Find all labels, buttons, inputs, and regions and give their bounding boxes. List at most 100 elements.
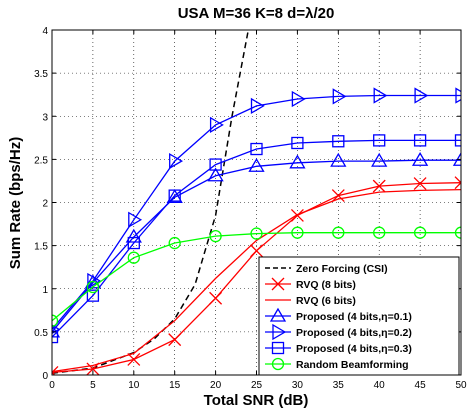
triangle-up-marker — [330, 152, 347, 167]
square-marker — [209, 158, 222, 171]
circle-marker — [454, 226, 461, 239]
square-marker — [373, 134, 386, 147]
circle-marker — [271, 357, 285, 371]
x-marker — [250, 244, 263, 258]
x-tick-label: 15 — [169, 380, 181, 391]
x-tick-label: 0 — [49, 380, 55, 391]
x-marker — [331, 189, 345, 203]
triangle-up-marker — [207, 167, 224, 182]
x-tick-label: 30 — [292, 380, 304, 391]
x-marker — [52, 365, 59, 375]
y-tick-label: 1.5 — [34, 242, 48, 253]
circle-marker — [413, 226, 427, 239]
y-tick-label: 0 — [42, 371, 48, 382]
square-marker — [332, 135, 345, 148]
x-marker — [127, 353, 141, 366]
series-line — [52, 232, 461, 322]
x-tick-label: 35 — [333, 380, 345, 391]
x-tick-label: 50 — [455, 380, 467, 391]
y-tick-label: 2 — [42, 199, 48, 210]
x-tick-label: 40 — [374, 380, 386, 391]
circle-marker — [168, 236, 181, 250]
y-tick-label: 0.5 — [34, 328, 48, 339]
x-marker — [209, 291, 223, 305]
legend: Zero Forcing (CSI) RVQ (8 bits) RVQ (6 bit… — [258, 256, 460, 376]
triangle-up-marker — [411, 151, 429, 166]
x-tick-label: 20 — [210, 380, 222, 391]
triangle-up-marker — [371, 152, 388, 167]
legend-entry-label: Proposed (4 bits,η=0.1) — [296, 311, 412, 323]
circle-marker — [373, 226, 386, 239]
y-tick-label: 4 — [42, 26, 48, 37]
triangle-up-marker — [125, 228, 142, 243]
chart-title: USA M=36 K=8 d=λ/20 — [178, 5, 335, 22]
series-layer — [52, 30, 461, 375]
legend-entry-label: Zero Forcing (CSI) — [296, 263, 388, 275]
triangle-right-marker — [169, 152, 183, 170]
y-tick-label: 3 — [42, 112, 48, 123]
x-marker — [454, 176, 461, 190]
x-axis-label: Total SNR (dB) — [204, 392, 309, 409]
x-marker — [290, 208, 304, 222]
triangle-up-marker — [269, 307, 287, 322]
series-line — [52, 159, 461, 333]
series-4 — [52, 87, 461, 335]
x-marker — [372, 179, 386, 193]
x-marker — [168, 333, 182, 347]
series-line — [52, 188, 461, 373]
series-6 — [52, 226, 461, 327]
legend-entry-label: Random Beamforming — [296, 359, 409, 371]
legend-box — [258, 256, 460, 376]
legend-entry-label: Proposed (4 bits,η=0.2) — [296, 327, 412, 339]
legend-entry-label: RVQ (8 bits) — [296, 279, 356, 291]
y-tick-label: 3.5 — [34, 69, 48, 80]
series-line — [52, 30, 250, 375]
grid-lines — [52, 30, 461, 375]
series-line — [52, 94, 461, 330]
series-0 — [52, 30, 250, 375]
series-line — [52, 139, 461, 338]
legend-entry-label: Proposed (4 bits,η=0.3) — [296, 343, 412, 355]
triangle-right-marker — [291, 90, 306, 108]
circle-marker — [250, 227, 263, 240]
y-tick-label: 1 — [42, 285, 48, 296]
circle-marker — [291, 226, 304, 239]
y-axis-label: Sum Rate (bps/Hz) — [7, 137, 24, 270]
square-marker — [52, 330, 59, 344]
series-5 — [52, 134, 461, 344]
triangle-right-marker — [455, 87, 461, 104]
circle-marker — [52, 314, 59, 327]
triangle-up-marker — [166, 189, 183, 203]
triangle-right-marker — [87, 272, 102, 290]
circle-marker — [127, 251, 140, 264]
square-marker — [413, 134, 427, 147]
x-marker — [413, 177, 427, 190]
circle-marker — [209, 229, 222, 243]
square-marker — [168, 189, 181, 202]
legend-entry-label: RVQ (6 bits) — [296, 295, 356, 307]
circle-marker — [332, 226, 345, 239]
triangle-right-marker — [128, 211, 143, 228]
square-marker — [86, 289, 100, 302]
triangle-right-marker — [414, 87, 429, 104]
triangle-up-marker — [248, 157, 265, 172]
triangle-right-marker — [373, 87, 388, 104]
x-tick-label: 25 — [251, 380, 263, 391]
x-tick-label: 5 — [90, 380, 96, 391]
x-tick-label: 45 — [415, 380, 427, 391]
triangle-right-marker — [250, 97, 265, 115]
square-marker — [291, 136, 304, 150]
y-tick-label: 2.5 — [34, 155, 48, 166]
square-marker — [271, 341, 285, 355]
series-1 — [52, 176, 461, 375]
square-marker — [454, 134, 461, 147]
triangle-right-marker — [272, 323, 287, 341]
tick-labels: 0 5 10 15 20 25 30 35 40 45 50 0 0.5 1 1.5 2 2.5 3 3.5 4 — [34, 26, 467, 391]
x-marker — [271, 277, 285, 291]
circle-marker — [86, 280, 100, 294]
square-marker — [250, 142, 263, 156]
x-tick-label: 10 — [128, 380, 140, 391]
square-marker — [127, 236, 140, 250]
triangle-right-marker — [209, 116, 224, 134]
